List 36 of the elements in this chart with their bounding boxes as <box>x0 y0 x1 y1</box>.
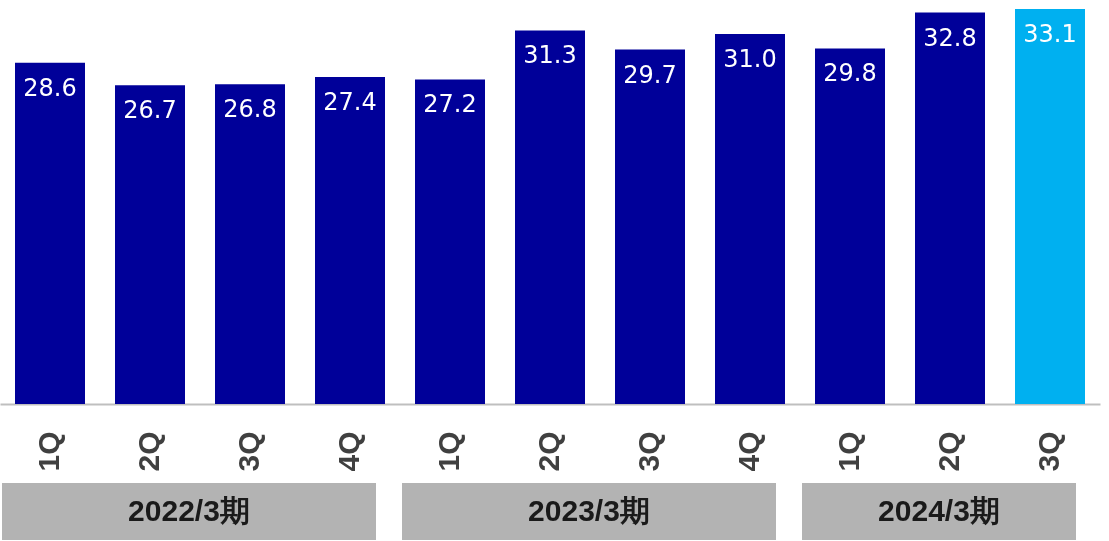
data-label: 33.1 <box>1023 20 1077 48</box>
bar <box>415 79 485 404</box>
data-label: 31.3 <box>523 41 577 70</box>
data-label: 28.6 <box>23 73 77 102</box>
bar <box>615 49 685 404</box>
bar <box>1015 9 1085 404</box>
x-tick-label: 3Q <box>232 431 265 472</box>
x-tick-label: 2Q <box>932 431 965 472</box>
bar <box>915 12 985 404</box>
x-tick-label: 2Q <box>532 431 565 472</box>
bar <box>815 48 885 404</box>
x-tick-label: 3Q <box>632 431 665 472</box>
data-label: 26.7 <box>123 96 177 125</box>
data-label: 27.2 <box>423 90 477 119</box>
x-tick-label: 1Q <box>432 431 465 472</box>
x-tick-label: 1Q <box>32 431 65 472</box>
data-label: 31.0 <box>723 45 777 74</box>
bar <box>15 62 85 404</box>
data-label: 26.8 <box>223 95 277 124</box>
x-tick-label: 2Q <box>132 431 165 472</box>
x-tick-label: 3Q <box>1032 431 1065 472</box>
text: 2022/3期 <box>2 483 376 540</box>
data-label: 29.8 <box>823 59 877 88</box>
x-tick-label: 1Q <box>832 431 865 472</box>
text: 2023/3期 <box>402 483 776 540</box>
bar <box>215 84 285 404</box>
data-label: 32.8 <box>923 23 977 52</box>
bar <box>515 30 585 404</box>
data-label: 27.4 <box>323 88 377 117</box>
text: 2024/3期 <box>802 483 1076 540</box>
bar <box>115 85 185 404</box>
bar <box>315 77 385 404</box>
data-label: 29.7 <box>623 60 677 89</box>
x-tick-label: 4Q <box>732 431 765 472</box>
bar <box>715 34 785 404</box>
x-tick-label: 4Q <box>332 431 365 472</box>
